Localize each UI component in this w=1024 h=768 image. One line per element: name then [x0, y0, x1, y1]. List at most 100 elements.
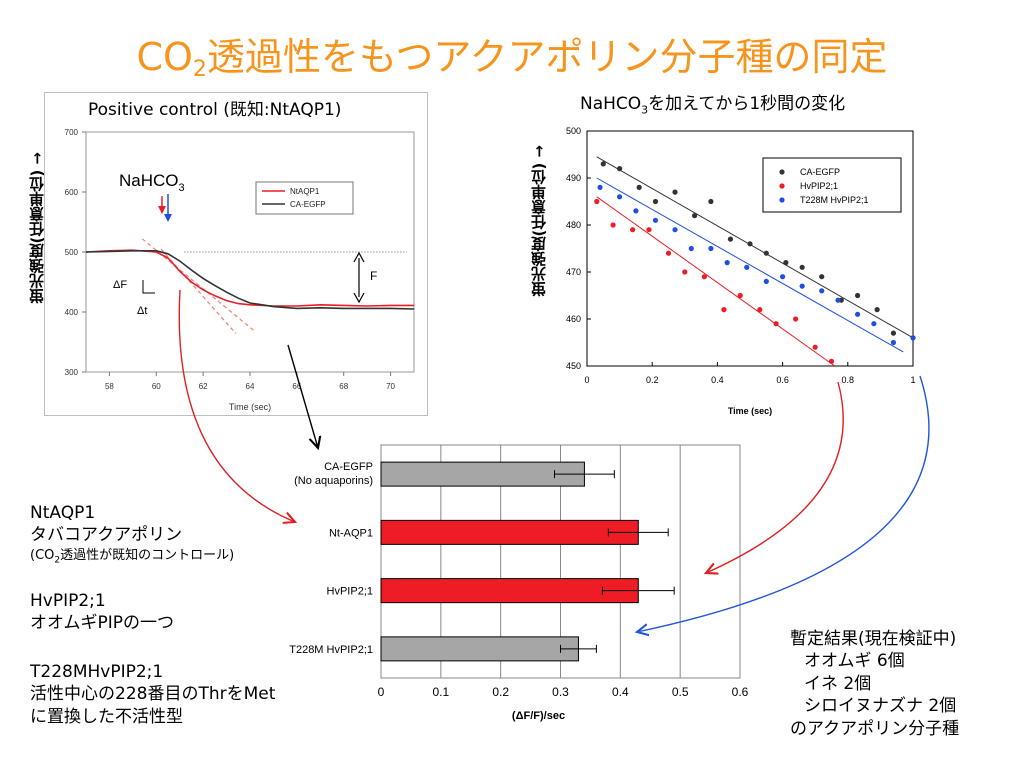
y-tick-label: 480	[566, 220, 581, 230]
x-axis-label: (ΔF/F)/sec	[512, 710, 565, 722]
category-label: T228M HvPIP2;1	[289, 644, 373, 656]
data-point-ca-egfp	[747, 241, 753, 247]
bar-t228m-hvpip2-1	[380, 636, 579, 662]
stimulus-arrowhead-red	[158, 206, 166, 214]
delta-t-label: Δt	[137, 305, 147, 317]
data-point-hvpip2-1	[610, 222, 616, 228]
data-point-hvpip2-1	[793, 316, 799, 322]
y-tick-label: 400	[65, 308, 79, 317]
x-tick-label: 62	[199, 382, 208, 391]
x-tick-label: 0.2	[646, 375, 659, 385]
positive-control-panel	[44, 92, 428, 416]
fit-line-t228m-hvpip2-1	[596, 177, 904, 353]
data-point-ca-egfp	[783, 260, 789, 266]
category-label: CA-EGFP	[324, 461, 373, 473]
data-point-t228m-hvpip2-1	[819, 288, 825, 294]
y-tick-label: 450	[566, 361, 581, 371]
permeability-bar-chart: 0 0.1 0.2 0.3 0.4 0.5 0.6 (ΔF/F)/sec CA-EGFP (No …	[289, 444, 749, 722]
data-point-t228m-hvpip2-1	[617, 194, 623, 200]
results-barley: オオムギ 6個	[804, 651, 905, 672]
data-point-t228m-hvpip2-1	[744, 264, 750, 270]
category-sublabel: (No aquaporins)	[294, 475, 373, 487]
x-tick-label: 0.4	[612, 685, 629, 699]
legend-box	[762, 157, 902, 213]
f-arrowhead-down	[353, 292, 365, 304]
ntaqp1-control-note: (CO2透過性が既知のコントロール)	[30, 547, 235, 566]
fit-line-hvpip2-1	[596, 196, 836, 367]
x-tick-label: 0.5	[672, 685, 689, 699]
delta-bracket	[142, 280, 155, 294]
positive-control-title: Positive control (既知:NtAQP1)	[88, 100, 342, 120]
category-label: Nt-AQP1	[329, 527, 373, 539]
data-point-hvpip2-1	[646, 227, 652, 233]
fit-line-ca-egfp	[596, 156, 914, 339]
x-axis-label: Time (sec)	[728, 406, 772, 416]
legend-label: T228M HvPIP2;1	[800, 195, 869, 205]
x-tick-label: 0.8	[842, 375, 855, 385]
x-tick-label: 0	[584, 375, 589, 385]
data-point-t228m-hvpip2-1	[633, 208, 639, 214]
data-point-t228m-hvpip2-1	[688, 245, 694, 252]
data-point-ca-egfp	[617, 166, 623, 172]
series-line-ntaqp1	[85, 249, 414, 307]
data-point-t228m-hvpip2-1	[652, 217, 659, 223]
data-point-t228m-hvpip2-1	[910, 335, 916, 341]
tentative-results-note: 暫定結果(現在検証中) オオムギ 6個 イネ 2個 シロイヌナズナ 2個 のアク…	[790, 628, 959, 740]
data-point-t228m-hvpip2-1	[724, 260, 730, 266]
ntaqp1-note: NtAQP1 タバコアクアポリン (CO2透過性が既知のコントロール)	[30, 502, 234, 567]
data-point-ca-egfp	[672, 189, 678, 195]
stimulus-label: NaHCO3	[119, 171, 185, 194]
data-point-t228m-hvpip2-1	[597, 184, 603, 190]
x-tick-label: 0.4	[711, 375, 724, 385]
data-point-hvpip2-1	[757, 307, 763, 313]
category-label: HvPIP2;1	[327, 586, 373, 598]
y-tick-label: 500	[65, 248, 79, 257]
arrow-control-to-bar	[287, 344, 318, 448]
x-tick-label: 0.3	[552, 685, 569, 699]
data-point-ca-egfp	[854, 292, 861, 299]
y-tick-label: 470	[566, 267, 581, 277]
data-point-t228m-hvpip2-1	[854, 311, 861, 317]
data-point-t228m-hvpip2-1	[799, 283, 805, 289]
data-point-hvpip2-1	[630, 227, 636, 233]
legend-marker	[779, 183, 785, 189]
data-point-hvpip2-1	[665, 250, 672, 256]
t228m-name: T228MHvPIP2;1	[30, 662, 164, 682]
x-tick-label: 0.1	[432, 685, 449, 699]
arrow-ntaqp1-to-bar	[178, 289, 295, 522]
y-tick-label: 300	[65, 368, 79, 377]
data-point-ca-egfp	[763, 250, 769, 256]
legend-label: CA-EGFP	[290, 200, 326, 209]
hvpip-desc: オオムギPIPの一つ	[30, 613, 175, 634]
y-tick-label: 700	[65, 128, 79, 137]
x-tick-label: 70	[386, 382, 395, 391]
arrow-t228m-to-bar	[637, 375, 930, 632]
data-point-ca-egfp	[600, 161, 606, 167]
scatter-chart-title: NaHCO3を加えてから1秒間の変化	[580, 94, 846, 117]
x-tick-label: 0.6	[776, 375, 789, 385]
data-point-hvpip2-1	[812, 344, 818, 350]
data-point-ca-egfp	[652, 198, 659, 205]
x-tick-label: 0	[378, 685, 385, 699]
data-point-t228m-hvpip2-1	[890, 339, 897, 346]
data-point-hvpip2-1	[594, 198, 600, 205]
x-axis-label: Time (sec)	[229, 402, 271, 412]
results-rice: イネ 2個	[804, 673, 872, 694]
t228m-desc-1: 活性中心の228番目のThrをMet	[30, 684, 276, 705]
x-tick-label: 0.2	[492, 685, 509, 699]
legend-marker	[779, 197, 785, 203]
ntaqp1-desc: タバコアクアポリン	[30, 525, 183, 546]
data-point-ca-egfp	[799, 264, 805, 270]
results-heading: 暫定結果(現在検証中)	[790, 629, 957, 649]
results-arabidopsis: シロイヌナズナ 2個	[804, 696, 957, 717]
x-tick-label: 68	[339, 382, 348, 391]
data-point-ca-egfp	[727, 236, 734, 242]
arrow-hvpip-to-bar	[706, 381, 844, 573]
hvpip-note: HvPIP2;1 オオムギPIPの一つ	[30, 590, 174, 635]
positive-control-chart: 300 400 500 600 700 58 60 62 64 66 68 70 Time (sec) N…	[65, 128, 415, 412]
y-tick-label: 490	[566, 173, 581, 183]
legend-marker	[779, 169, 785, 175]
data-point-t228m-hvpip2-1	[871, 321, 877, 327]
y-tick-label: 500	[566, 126, 581, 136]
data-point-t228m-hvpip2-1	[708, 245, 714, 252]
